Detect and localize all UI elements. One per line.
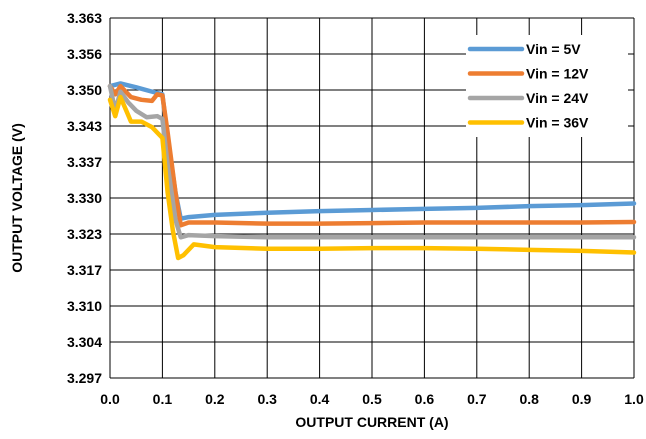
legend-label: Vin = 12V xyxy=(526,66,589,82)
x-tick-label: 0.5 xyxy=(362,391,382,407)
y-tick-label: 3.323 xyxy=(67,226,102,242)
series-line-4 xyxy=(107,94,637,261)
x-tick-label: 0.0 xyxy=(100,391,120,407)
x-tick-label: 0.8 xyxy=(519,391,539,407)
series-lines xyxy=(107,81,637,261)
x-tick-label: 0.1 xyxy=(153,391,173,407)
y-tick-label: 3.337 xyxy=(67,154,102,170)
legend-background xyxy=(466,35,628,137)
legend-label: Vin = 5V xyxy=(526,41,581,57)
series-line-2 xyxy=(107,83,637,228)
x-tick-label: 0.3 xyxy=(257,391,277,407)
x-tick-labels: 0.0 0.1 0.2 0.3 0.4 0.5 0.6 0.7 0.8 0.9 1.0 xyxy=(100,391,644,407)
x-tick-label: 0.7 xyxy=(467,391,487,407)
y-tick-label: 3.363 xyxy=(67,10,102,26)
x-tick-label: 0.6 xyxy=(415,391,435,407)
y-axis-title: OUTPUT VOLTAGE (V) xyxy=(9,123,25,273)
x-tick-label: 0.2 xyxy=(205,391,225,407)
legend: Vin = 5V Vin = 12V Vin = 24V Vin = 36V xyxy=(466,35,628,137)
x-axis-title: OUTPUT CURRENT (A) xyxy=(295,414,448,430)
y-tick-label: 3.310 xyxy=(67,298,102,314)
legend-label: Vin = 36V xyxy=(526,115,589,131)
series-line-1 xyxy=(107,81,637,221)
x-tick-label: 0.4 xyxy=(310,391,330,407)
gridlines xyxy=(109,17,635,379)
y-tick-label: 3.330 xyxy=(67,190,102,206)
y-tick-labels: 3.297 3.304 3.310 3.317 3.323 3.330 3.337 3.343… xyxy=(67,10,102,386)
y-tick-label: 3.297 xyxy=(67,370,102,386)
y-tick-label: 3.317 xyxy=(67,262,102,278)
legend-label: Vin = 24V xyxy=(526,90,589,106)
x-tick-label: 1.0 xyxy=(624,391,644,407)
y-tick-label: 3.343 xyxy=(67,118,102,134)
y-tick-label: 3.356 xyxy=(67,46,102,62)
y-tick-label: 3.350 xyxy=(67,82,102,98)
y-tick-label: 3.304 xyxy=(67,334,102,350)
x-tick-label: 0.9 xyxy=(572,391,592,407)
series-line-3 xyxy=(107,83,637,240)
